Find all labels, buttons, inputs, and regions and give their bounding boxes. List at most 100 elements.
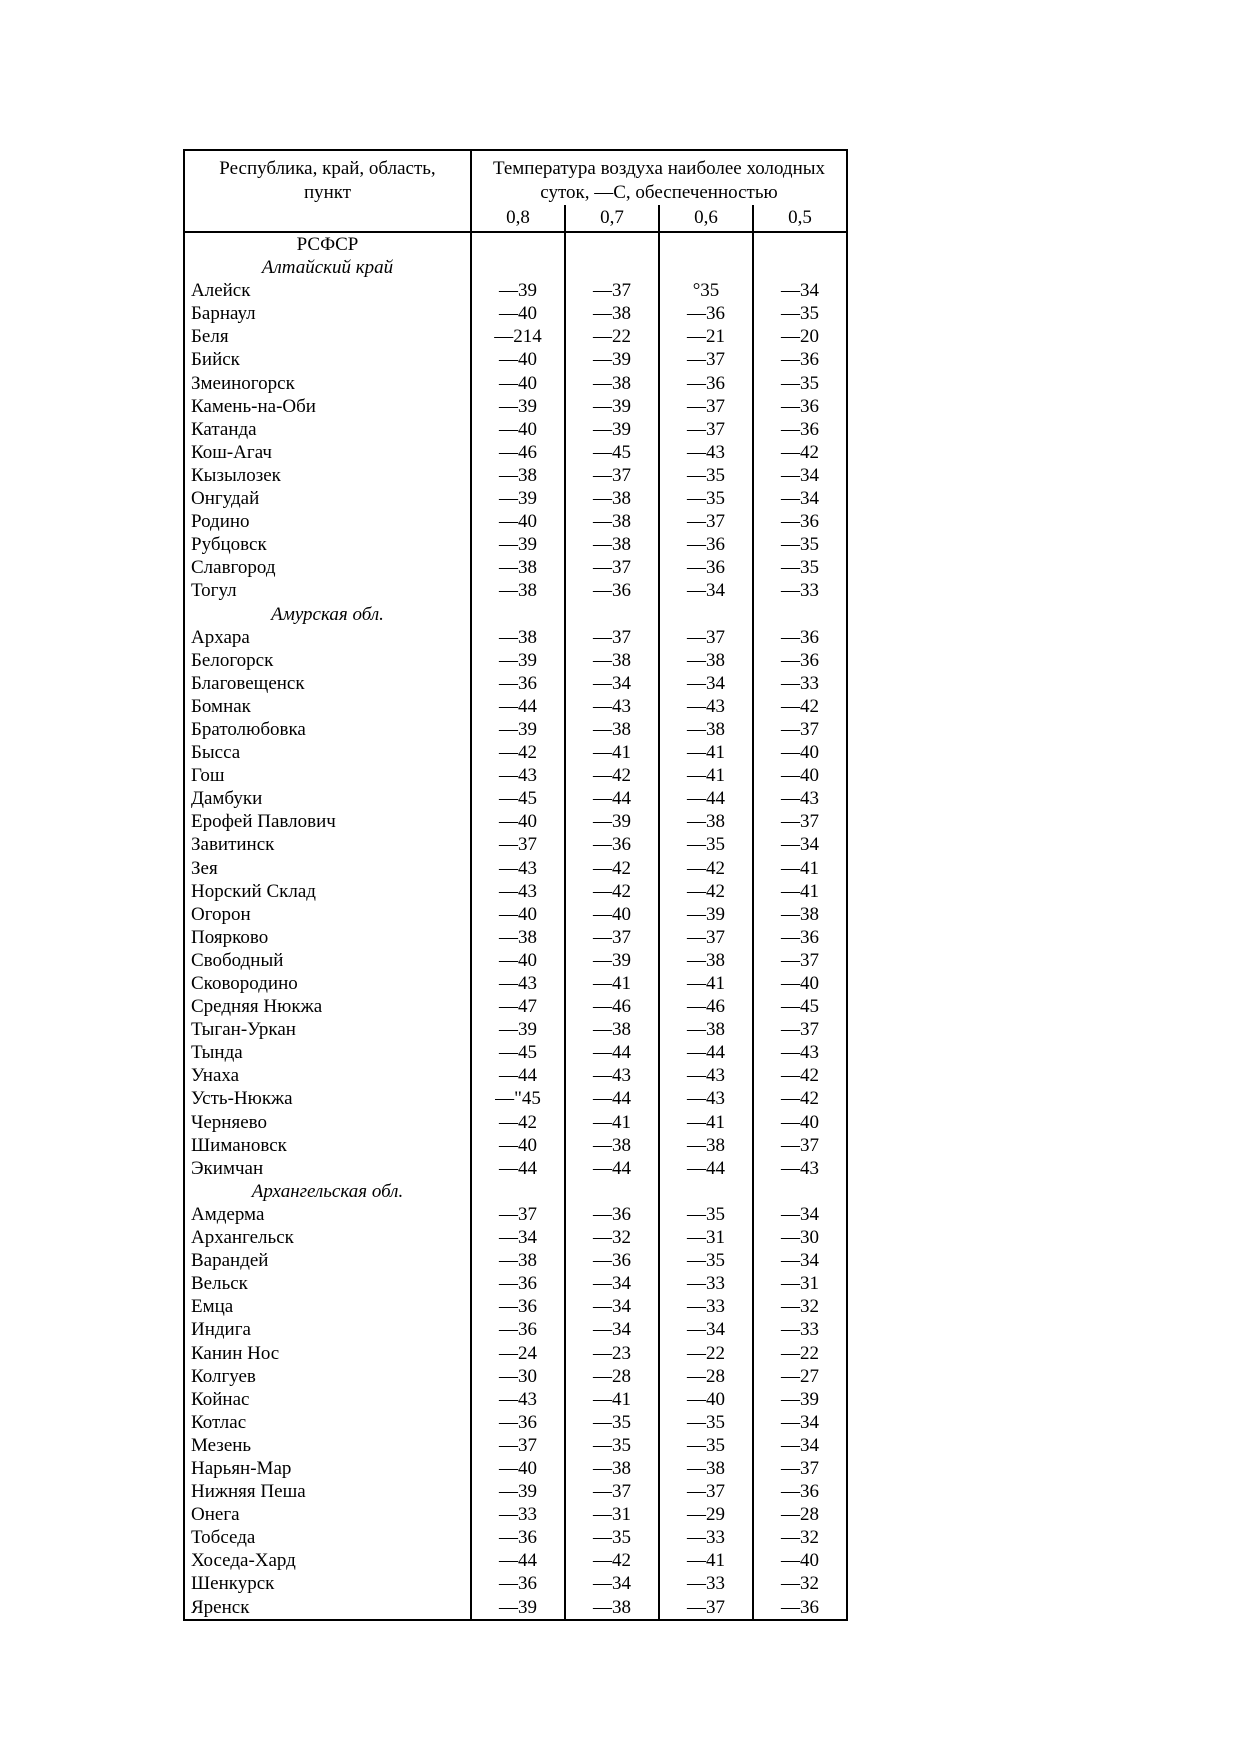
temperature-value: —47 <box>470 995 565 1019</box>
temperature-value: —24 <box>470 1341 565 1365</box>
temperature-value: —45 <box>751 995 848 1019</box>
temperature-value: —41 <box>658 1549 753 1573</box>
temperature-value: —37 <box>658 925 753 949</box>
temperature-value: —40 <box>658 1387 753 1411</box>
city-name: Барнаул <box>191 303 256 325</box>
temperature-value: —36 <box>658 302 753 326</box>
table-row: Онега —33 —31 —29 —28 <box>184 1503 848 1527</box>
temperature-value: —36 <box>470 1295 565 1319</box>
temperature-value: —22 <box>658 1341 753 1365</box>
temperature-value: —44 <box>470 1064 565 1088</box>
temperature-value: —42 <box>751 440 848 464</box>
table-row: Дамбуки —45 —44 —44 —43 <box>184 787 848 811</box>
table-row: Свободный —40 —39 —38 —37 <box>184 948 848 972</box>
temperature-value: —36 <box>658 556 753 580</box>
temperature-value: —30 <box>470 1364 565 1388</box>
table-row: Благовещенск —36 —34 —34 —33 <box>184 671 848 695</box>
table-row: Вельск —36 —34 —33 —31 <box>184 1272 848 1296</box>
city-name: Свободный <box>191 949 284 971</box>
temperature-value: —34 <box>751 279 848 303</box>
temperature-value: —33 <box>751 671 848 695</box>
temperature-value: —37 <box>751 810 848 834</box>
temperature-value: —39 <box>470 717 565 742</box>
temperature-value: —31 <box>564 1503 659 1527</box>
temperature-value: —36 <box>564 833 659 857</box>
temperature-value: —36 <box>658 533 753 557</box>
temperature-value: —40 <box>470 1133 565 1157</box>
city-name: Тогул <box>191 580 237 602</box>
table-row: Кош-Агач —46 —45 —43 —42 <box>184 440 848 464</box>
table-row: Барнаул —40 —38 —36 —35 <box>184 302 848 326</box>
table-row: Архангельск —34 —32 —31 —30 <box>184 1226 848 1250</box>
temperature-value: —36 <box>470 1318 565 1342</box>
table-row: Унаха —44 —43 —43 —42 <box>184 1064 848 1088</box>
temperature-value: —38 <box>658 717 753 742</box>
table-row: Ерофей Павлович —40 —39 —38 —37 <box>184 810 848 834</box>
temperature-value: —36 <box>564 579 659 603</box>
temperature-value: —38 <box>564 371 659 395</box>
table-row: Яренск —39 —38 —37 —36 <box>184 1595 848 1620</box>
temperature-value: —34 <box>658 1318 753 1342</box>
temperature-value: —42 <box>751 694 848 718</box>
temperature-value: —43 <box>751 787 848 811</box>
temperature-value: —44 <box>564 1041 659 1065</box>
city-name: Средняя Нюкжа <box>191 996 323 1018</box>
temperature-value: —42 <box>751 1064 848 1088</box>
temperature-value: —38 <box>564 1133 659 1157</box>
temperature-value: —23 <box>564 1341 659 1365</box>
temperature-value: —36 <box>751 348 848 372</box>
empty-cell <box>470 232 565 257</box>
section-label: Архангельская обл. <box>251 1180 404 1202</box>
temperature-value: —39 <box>470 1018 565 1042</box>
table-row: Котлас —36 —35 —35 —34 <box>184 1410 848 1434</box>
header-row-main: Республика, край, область, пункт Темпера… <box>184 150 848 205</box>
temperature-value: —43 <box>658 440 753 464</box>
temperature-value: —44 <box>658 1041 753 1065</box>
city-name: Бысса <box>191 742 241 764</box>
temperature-value: —38 <box>658 948 753 972</box>
temperature-value: —39 <box>751 1387 848 1411</box>
temperature-value: —40 <box>751 741 848 765</box>
city-name: Беля <box>191 326 229 348</box>
empty-cell <box>658 1179 753 1203</box>
temperature-value: —35 <box>564 1433 659 1457</box>
temperature-value: —"45 <box>470 1087 565 1111</box>
temperature-value: —34 <box>658 579 753 603</box>
table-row: Камень-на-Оби —39 —39 —37 —36 <box>184 394 848 418</box>
city-name: Шимановск <box>191 1134 287 1156</box>
empty-cell <box>751 232 848 257</box>
temperature-value: —46 <box>470 440 565 464</box>
temperature-value: —35 <box>564 1526 659 1550</box>
table-row: Родино —40 —38 —37 —36 <box>184 510 848 534</box>
city-name: Братолюбовка <box>191 718 306 740</box>
temperature-value: —37 <box>658 348 753 372</box>
city-name: Котлас <box>191 1411 247 1433</box>
temperature-value: —38 <box>751 902 848 926</box>
temperature-value: —41 <box>564 1110 659 1134</box>
city-name: Тыган-Уркан <box>191 1019 296 1041</box>
temperature-value: —35 <box>564 1410 659 1434</box>
temperature-value: —45 <box>470 1041 565 1065</box>
table-row: Поярково —38 —37 —37 —36 <box>184 925 848 949</box>
temperature-value: —41 <box>658 741 753 765</box>
temperature-value: —44 <box>470 1549 565 1573</box>
temperature-value: —36 <box>470 1526 565 1550</box>
temperature-value: —42 <box>658 856 753 880</box>
section-header-row: Архангельская обл. <box>184 1179 848 1203</box>
temperature-value: —29 <box>658 1503 753 1527</box>
empty-cell <box>564 1179 659 1203</box>
city-name: Змеиногорск <box>191 372 295 394</box>
temperature-value: —34 <box>751 1249 848 1273</box>
temperature-value: —34 <box>470 1226 565 1250</box>
temperature-value: —38 <box>658 648 753 672</box>
temperature-value: —39 <box>564 417 659 441</box>
table-row: Тобседа —36 —35 —33 —32 <box>184 1526 848 1550</box>
temperature-value: —38 <box>470 1249 565 1273</box>
temperature-value: —38 <box>658 810 753 834</box>
table-row: Катанда —40 —39 —37 —36 <box>184 417 848 441</box>
temperature-value: —32 <box>564 1226 659 1250</box>
empty-cell <box>470 256 565 280</box>
temperature-value: —41 <box>658 764 753 788</box>
section-header-row: РСФСР <box>184 232 848 257</box>
city-name: Шенкурск <box>191 1573 275 1595</box>
